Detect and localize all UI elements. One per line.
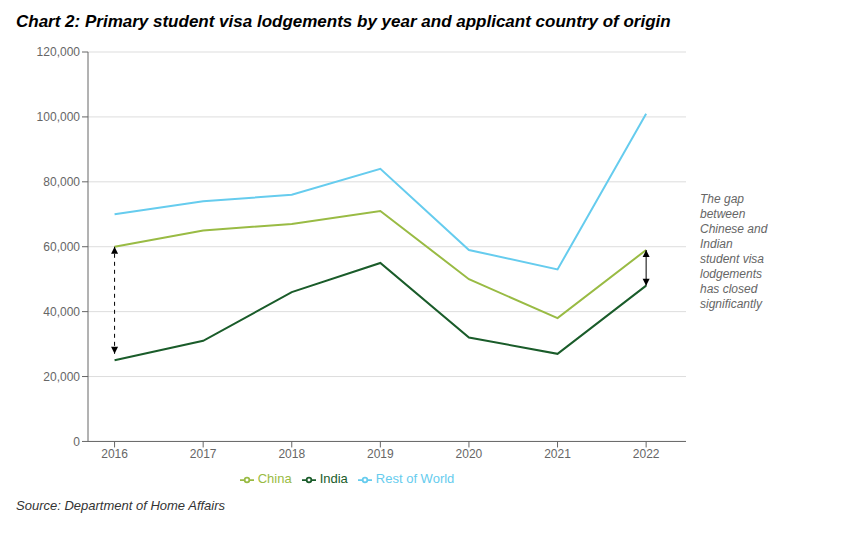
svg-text:2022: 2022: [633, 447, 660, 461]
svg-text:100,000: 100,000: [37, 110, 81, 124]
html-text:China: China: [257, 471, 292, 487]
svg-text:2017: 2017: [190, 447, 217, 461]
svg-text:2018: 2018: [278, 447, 305, 461]
svg-text:120,000: 120,000: [37, 45, 81, 59]
html-text:Rest of World: Rest of World: [375, 471, 455, 487]
svg-text:40,000: 40,000: [43, 305, 80, 319]
svg-text:2016: 2016: [101, 447, 128, 461]
svg-text:60,000: 60,000: [43, 240, 80, 254]
html-text:Chart 2: Primary student visa: Chart 2: Primary student visa lodgements…: [16, 12, 671, 31]
html-text:The gap between Chinese and In: The gap between Chinese and Indian stude…: [700, 192, 768, 311]
svg-text:2020: 2020: [456, 447, 483, 461]
html-text:Source: Department of Home Aff: Source: Department of Home Affairs: [16, 498, 226, 513]
svg-text:0: 0: [73, 435, 80, 449]
html-text:India: India: [319, 471, 348, 487]
svg-text:2019: 2019: [367, 447, 394, 461]
svg-text:20,000: 20,000: [43, 370, 80, 384]
svg-text:2021: 2021: [544, 447, 571, 461]
svg-text:80,000: 80,000: [43, 175, 80, 189]
